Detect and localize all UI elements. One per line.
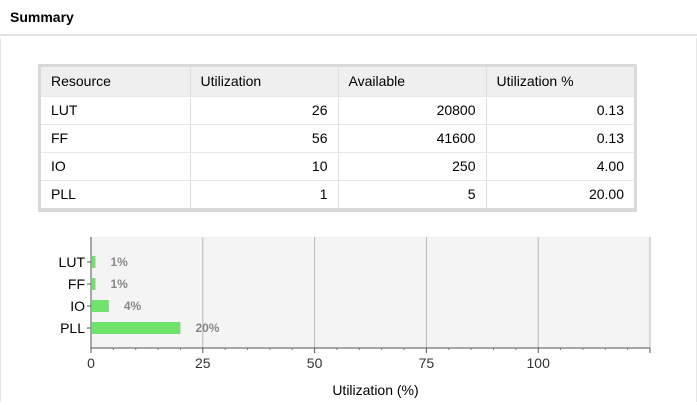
cell-utilization: 10 <box>190 152 339 181</box>
cell-resource: FF <box>41 124 191 153</box>
cell-utilization: 26 <box>190 96 339 125</box>
cell-available: 20800 <box>338 96 487 125</box>
utilization-table: Resource Utilization Available Utilizati… <box>41 67 634 208</box>
page-title: Summary <box>10 9 74 25</box>
table-row[interactable]: LUT 26 20800 0.13 <box>41 96 634 125</box>
x-tick-label: 100 <box>527 355 551 371</box>
column-header-available[interactable]: Available <box>338 67 487 97</box>
data-label: 1% <box>110 277 128 291</box>
table-row[interactable]: FF 56 41600 0.13 <box>41 124 634 153</box>
data-label: 20% <box>195 321 219 335</box>
cell-utilization: 56 <box>190 124 339 153</box>
y-tick-label: FF <box>68 276 85 292</box>
cell-resource: PLL <box>41 180 191 208</box>
cell-available: 5 <box>338 180 487 208</box>
bar <box>92 256 96 268</box>
cell-utilization-percent: 0.13 <box>486 96 634 125</box>
cell-resource: IO <box>41 152 191 181</box>
column-header-utilization-percent[interactable]: Utilization % <box>486 67 634 97</box>
cell-utilization-percent: 20.00 <box>486 180 634 208</box>
y-tick-label: LUT <box>59 254 86 270</box>
table-row[interactable]: PLL 1 5 20.00 <box>41 180 634 208</box>
utilization-chart-container: LUT 1% FF 1% IO 4% PLL 20% 0 25 50 75 100 Utilization… <box>0 230 697 402</box>
table-header-row: Resource Utilization Available Utilizati… <box>41 67 634 97</box>
data-label: 1% <box>110 255 128 269</box>
left-border <box>0 38 1 402</box>
column-header-utilization[interactable]: Utilization <box>190 67 339 97</box>
cell-available: 41600 <box>338 124 487 153</box>
x-axis-label: Utilization (%) <box>332 382 418 398</box>
cell-utilization: 1 <box>190 180 339 208</box>
x-tick-label: 0 <box>87 355 95 371</box>
x-tick-label: 75 <box>419 355 435 371</box>
y-tick-label: IO <box>70 298 85 314</box>
x-tick-label: 25 <box>195 355 211 371</box>
cell-utilization-percent: 0.13 <box>486 124 634 153</box>
bar <box>92 300 109 312</box>
x-tick-label: 50 <box>307 355 323 371</box>
data-label: 4% <box>124 299 142 313</box>
table-row[interactable]: IO 10 250 4.00 <box>41 152 634 181</box>
summary-header: Summary <box>0 0 697 36</box>
utilization-bar-chart: LUT 1% FF 1% IO 4% PLL 20% 0 25 50 75 100 Utilization… <box>59 237 651 398</box>
utilization-table-container: Resource Utilization Available Utilizati… <box>38 64 637 212</box>
y-tick-label: PLL <box>60 320 85 336</box>
cell-utilization-percent: 4.00 <box>486 152 634 181</box>
bar <box>92 322 181 334</box>
plot-area <box>91 237 650 348</box>
cell-available: 250 <box>338 152 487 181</box>
bar <box>92 278 96 290</box>
cell-resource: LUT <box>41 96 191 125</box>
column-header-resource[interactable]: Resource <box>41 67 191 97</box>
